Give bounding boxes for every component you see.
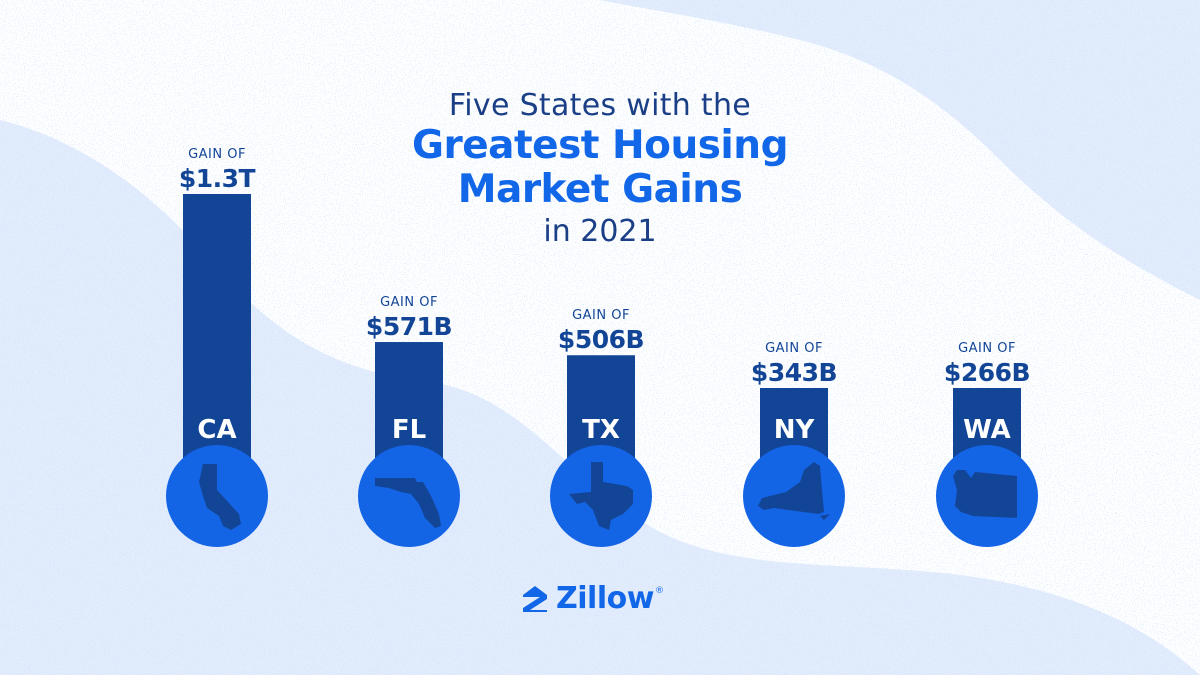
category-label-ny: NY [774,415,816,445]
brand-name: Zillow [556,580,654,616]
gain-prefix-ca: GAIN OF [188,147,246,162]
title-line-4: in 2021 [543,214,657,249]
title-line-1: Five States with the [448,88,752,123]
value-label-tx: $506B [558,325,644,354]
category-label-ca: CA [197,415,236,445]
category-label-tx: TX [582,415,620,445]
chart-title: Five States with the Greatest Housing Ma… [300,88,900,252]
category-label-fl: FL [392,415,426,445]
bar-ca [183,194,251,468]
florida-shape-icon [375,478,441,528]
value-label-ny: $343B [751,358,837,387]
gain-prefix-wa: GAIN OF [958,341,1016,356]
zillow-logo: Zillow ® [520,578,690,618]
washington-shape-icon [953,470,1017,518]
california-shape-icon [199,464,241,530]
gain-prefix-fl: GAIN OF [380,295,438,310]
value-label-ca: $1.3T [179,164,256,193]
title-line-2: Greatest Housing [411,123,789,168]
zillow-house-icon [523,586,547,612]
registered-mark: ® [654,586,664,596]
value-label-wa: $266B [944,358,1030,387]
gain-prefix-tx: GAIN OF [572,308,630,323]
new-york-shape-icon [758,462,830,520]
title-line-3: Market Gains [457,167,743,212]
state-circle-fl [358,445,460,547]
value-label-fl: $571B [366,312,452,341]
gain-prefix-ny: GAIN OF [765,341,823,356]
texas-shape-icon [569,462,633,530]
category-label-wa: WA [963,415,1011,445]
